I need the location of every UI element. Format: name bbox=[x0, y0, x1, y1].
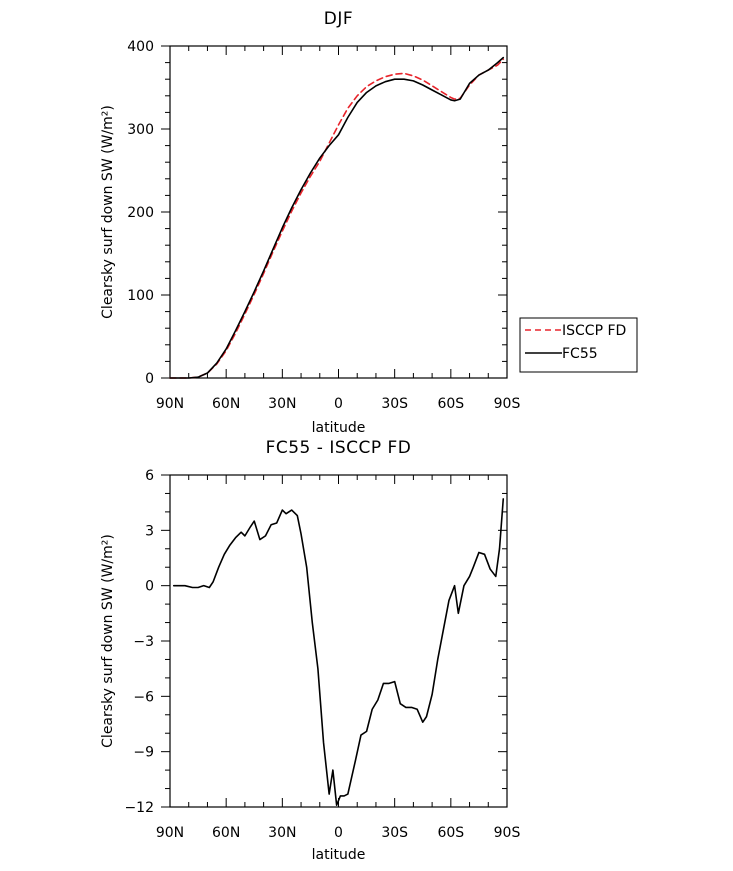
y-tick-label: −3 bbox=[133, 634, 154, 650]
x-tick-label: 60N bbox=[212, 396, 240, 412]
series-line-1 bbox=[169, 56, 505, 379]
x-tick-label: 90N bbox=[156, 825, 184, 841]
plot-frame bbox=[169, 474, 508, 808]
y-tick-label: 3 bbox=[145, 523, 154, 539]
y-axis-label: Clearsky surf down SW (W/m²) bbox=[100, 105, 116, 319]
x-axis-label: latitude bbox=[312, 847, 366, 863]
x-tick-label: 90N bbox=[156, 396, 184, 412]
x-tick-label: 90S bbox=[494, 825, 521, 841]
legend-box bbox=[519, 317, 638, 373]
y-tick-label: 0 bbox=[145, 579, 154, 595]
series-line-0 bbox=[172, 498, 505, 806]
legend-label-0: ISCCP FD bbox=[562, 323, 626, 339]
x-tick-label: 30S bbox=[381, 825, 408, 841]
x-tick-label: 60N bbox=[212, 825, 240, 841]
chart-title: DJF bbox=[324, 9, 353, 29]
y-axis-label: Clearsky surf down SW (W/m²) bbox=[100, 534, 116, 748]
panel-top: 90N 60N 30N 0 30S 60S 90S 0 100 200 300 400 DJF latit… bbox=[100, 9, 638, 436]
y-tick-label: 0 bbox=[145, 371, 154, 387]
y-tick-label: −6 bbox=[133, 689, 154, 705]
chart-title: FC55 - ISCCP FD bbox=[266, 438, 412, 458]
x-tick-label: 0 bbox=[334, 825, 343, 841]
plot-frame bbox=[169, 45, 508, 379]
series-line-0 bbox=[169, 58, 505, 379]
y-tick-label: 400 bbox=[127, 39, 154, 55]
x-tick-label: 30N bbox=[268, 396, 296, 412]
x-tick-label: 60S bbox=[437, 825, 464, 841]
legend-label-1: FC55 bbox=[562, 346, 598, 362]
x-tick-label: 30S bbox=[381, 396, 408, 412]
y-tick-label: −12 bbox=[124, 800, 154, 816]
x-tick-label: 0 bbox=[334, 396, 343, 412]
x-tick-label: 30N bbox=[268, 825, 296, 841]
panel-bottom: 90N 60N 30N 0 30S 60S 90S −12 −9 −6 −3 0 3 6 FC55 - IS… bbox=[100, 438, 520, 863]
x-axis-label: latitude bbox=[312, 420, 366, 436]
x-tick-label: 90S bbox=[494, 396, 521, 412]
y-tick-label: 100 bbox=[127, 288, 154, 304]
y-tick-label: 6 bbox=[145, 468, 154, 484]
y-tick-label: 300 bbox=[127, 122, 154, 138]
y-tick-label: −9 bbox=[133, 745, 154, 761]
y-tick-label: 200 bbox=[127, 205, 154, 221]
x-tick-label: 60S bbox=[437, 396, 464, 412]
